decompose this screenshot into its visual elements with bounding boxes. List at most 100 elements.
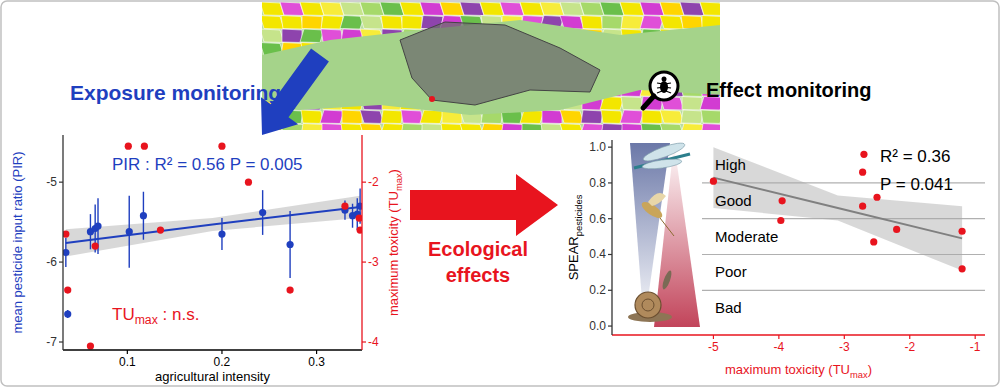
class-label: Poor (715, 263, 747, 280)
x-axis (612, 334, 985, 335)
point (870, 238, 877, 245)
field (420, 110, 444, 124)
point (92, 242, 99, 249)
point (958, 265, 965, 272)
point (94, 223, 101, 230)
field (380, 124, 404, 131)
wing (642, 157, 683, 170)
field (401, 124, 423, 131)
field (601, 124, 623, 131)
y2-tick-label: -3 (368, 255, 379, 269)
text-part: max (135, 313, 158, 327)
field (320, 110, 344, 124)
y2-tick (362, 261, 366, 262)
frame (1, 1, 999, 386)
chart-1: -5-4-3-2-10.00.20.40.60.81.0maximum toxi… (566, 140, 985, 380)
y-axis (611, 140, 612, 335)
x-tick (909, 335, 910, 339)
text-part: agricultural intensity (155, 369, 270, 384)
y2-axis (361, 135, 362, 350)
text-part: P = 0.041 (880, 175, 953, 194)
point (859, 203, 866, 210)
y-axis (62, 135, 63, 350)
field (541, 124, 563, 131)
x-tick (844, 335, 845, 339)
field (642, 110, 662, 124)
point (859, 169, 866, 176)
class-label: Bad (715, 299, 742, 316)
annotation: TUmax : n.s. (112, 305, 199, 327)
point (63, 249, 69, 256)
tail (660, 218, 674, 236)
field (641, 124, 663, 131)
field (401, 110, 423, 124)
wing (648, 193, 666, 206)
field (302, 16, 322, 30)
field (321, 16, 343, 30)
field (660, 110, 684, 124)
field (581, 110, 603, 124)
bug-leg (664, 90, 671, 93)
y-tick (608, 182, 612, 183)
text-part: max (394, 173, 404, 191)
x-tick (778, 335, 779, 339)
handle (643, 96, 654, 108)
point (157, 227, 164, 234)
x-tick-label: 0.1 (119, 355, 136, 369)
field (342, 110, 362, 124)
point (218, 143, 225, 150)
field (620, 110, 644, 124)
quality-triangle (654, 143, 700, 327)
dragonfly-icon (634, 140, 690, 171)
y-tick (608, 254, 612, 255)
field (262, 16, 284, 30)
point (777, 217, 784, 224)
plot-area (628, 140, 985, 327)
point (140, 212, 147, 219)
y-tick (608, 218, 612, 219)
field (682, 97, 702, 111)
x-axis-label: agricultural intensity (155, 369, 270, 384)
point (64, 286, 71, 293)
text-part: PIR : R² = 0.56 P = 0.005 (112, 155, 303, 174)
x-tick (127, 350, 128, 354)
point (710, 178, 717, 185)
point (64, 310, 71, 317)
point (860, 151, 867, 158)
field (381, 16, 403, 30)
bug-leg (664, 83, 671, 84)
field (262, 29, 284, 43)
map (262, 2, 720, 130)
larva-icon (661, 270, 673, 291)
field (681, 110, 703, 124)
field (520, 110, 544, 124)
point (356, 215, 362, 222)
x-tick-label: 0.3 (308, 355, 325, 369)
field (581, 16, 603, 30)
point (245, 179, 252, 186)
y-tick-label: 1.0 (589, 140, 606, 154)
y-tick-label: 0.8 (589, 176, 606, 190)
field (681, 16, 703, 30)
chart-0: 0.10.20.3-7-6-5-4-3-2maximum toxicity (T… (10, 135, 404, 384)
field (660, 124, 684, 131)
point (873, 194, 880, 201)
y-tick-label: 0.2 (589, 283, 606, 297)
x-tick-label: -5 (708, 340, 719, 354)
field (282, 29, 302, 43)
bug-leg (657, 87, 664, 89)
page: {"chart_data": [ {"type": "scatter", "x_… (0, 0, 1000, 387)
snail-icon (628, 292, 672, 322)
field (360, 16, 384, 30)
effects-label: Ecological (428, 238, 528, 260)
point (259, 209, 266, 216)
x-tick-label: 0.2 (214, 355, 231, 369)
text-part: : n.s. (158, 305, 200, 324)
confidence-band (66, 196, 360, 257)
annotation: PIR : R² = 0.56 P = 0.005 (112, 155, 303, 174)
y-tick-label: -6 (46, 255, 57, 269)
field (621, 97, 643, 111)
field (441, 124, 463, 131)
y-tick (59, 341, 63, 342)
x-axis-label: maximum toxicity (TUmax) (725, 362, 872, 380)
